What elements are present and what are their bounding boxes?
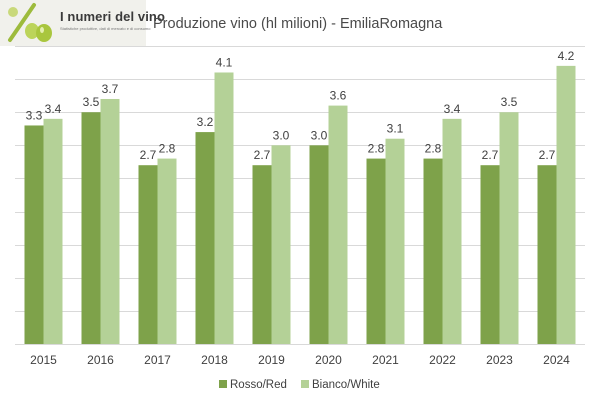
bar-rosso-2021 bbox=[366, 158, 386, 344]
data-label: 2.7 bbox=[539, 148, 556, 162]
data-label: 2.8 bbox=[425, 142, 442, 156]
data-label: 3.0 bbox=[311, 128, 328, 142]
bar-bianco-2023 bbox=[499, 112, 519, 344]
x-tick-label: 2022 bbox=[429, 353, 456, 367]
bar-rosso-2018 bbox=[195, 132, 215, 344]
bar-bianco-2017 bbox=[157, 158, 177, 344]
wine-grape-percent-icon bbox=[8, 3, 52, 42]
data-label: 2.7 bbox=[482, 148, 499, 162]
x-tick-label: 2024 bbox=[543, 353, 570, 367]
data-label: 3.5 bbox=[83, 95, 100, 109]
bar-bianco-2021 bbox=[385, 138, 405, 344]
data-label: 3.1 bbox=[387, 122, 404, 136]
data-label: 2.8 bbox=[159, 142, 176, 156]
data-label: 3.3 bbox=[26, 108, 43, 122]
legend-swatch-rosso bbox=[219, 380, 227, 388]
bar-bianco-2016 bbox=[100, 98, 120, 344]
x-tick-label: 2018 bbox=[201, 353, 228, 367]
x-tick-label: 2021 bbox=[372, 353, 399, 367]
x-tick-label: 2019 bbox=[258, 353, 285, 367]
data-label: 2.7 bbox=[254, 148, 271, 162]
bar-bianco-2022 bbox=[442, 118, 462, 344]
chart-title: Produzione vino (hl milioni) - EmiliaRom… bbox=[153, 16, 443, 32]
data-label: 3.4 bbox=[45, 102, 62, 116]
bar-bianco-2019 bbox=[271, 145, 291, 344]
bar-rosso-2023 bbox=[480, 165, 500, 344]
bar-rosso-2020 bbox=[309, 145, 329, 344]
data-label: 3.7 bbox=[102, 82, 119, 96]
bar-bianco-2020 bbox=[328, 105, 348, 344]
x-tick-label: 2015 bbox=[30, 353, 57, 367]
logo-subtitle: Statistiche produttive, dati di mercato … bbox=[60, 26, 151, 31]
data-label: 2.7 bbox=[140, 148, 157, 162]
logo: I numeri del vino Statistiche produttive… bbox=[0, 0, 165, 46]
bar-rosso-2022 bbox=[423, 158, 443, 344]
x-tick-label: 2020 bbox=[315, 353, 342, 367]
bar-rosso-2019 bbox=[252, 165, 272, 344]
bar-bianco-2018 bbox=[214, 72, 234, 344]
legend-label-rosso: Rosso/Red bbox=[230, 379, 287, 391]
data-label: 4.1 bbox=[216, 55, 233, 69]
data-label: 3.4 bbox=[444, 102, 461, 116]
data-label: 2.8 bbox=[368, 142, 385, 156]
legend-swatch-bianco bbox=[301, 380, 309, 388]
x-tick-label: 2016 bbox=[87, 353, 114, 367]
bar-rosso-2016 bbox=[81, 112, 101, 344]
bar-rosso-2015 bbox=[24, 125, 44, 344]
x-tick-label: 2023 bbox=[486, 353, 513, 367]
data-label: 4.2 bbox=[558, 49, 575, 63]
bar-rosso-2017 bbox=[138, 165, 158, 344]
logo-title: I numeri del vino bbox=[60, 9, 165, 24]
data-label: 3.6 bbox=[330, 89, 347, 103]
bar-rosso-2024 bbox=[537, 165, 557, 344]
data-label: 3.2 bbox=[197, 115, 214, 129]
bar-bianco-2024 bbox=[556, 65, 576, 344]
x-tick-label: 2017 bbox=[144, 353, 171, 367]
legend-label-bianco: Bianco/White bbox=[312, 379, 380, 391]
data-label: 3.5 bbox=[501, 95, 518, 109]
bar-bianco-2015 bbox=[43, 118, 63, 344]
data-label: 3.0 bbox=[273, 128, 290, 142]
